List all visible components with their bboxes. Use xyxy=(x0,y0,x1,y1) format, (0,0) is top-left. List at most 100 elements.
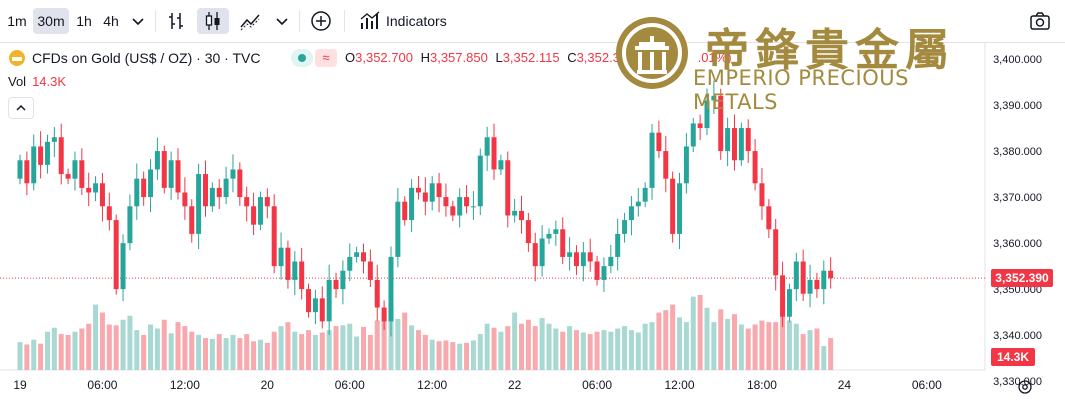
candle-body xyxy=(457,197,463,216)
candle-body xyxy=(649,132,655,188)
candle-body xyxy=(237,169,243,198)
volume-bar xyxy=(725,318,731,370)
candle-body xyxy=(690,123,696,147)
volume-bar xyxy=(470,340,476,370)
indicators-icon[interactable] xyxy=(359,9,383,33)
candle-body xyxy=(58,137,64,175)
current-volume-badge: 14.3K xyxy=(991,348,1035,366)
y-tick-label: 3,340.000 xyxy=(993,330,1042,342)
volume-bar xyxy=(202,338,208,370)
candle-body xyxy=(326,279,332,322)
candle-body xyxy=(436,183,442,198)
candle-body xyxy=(422,192,428,202)
candle-body xyxy=(821,270,827,290)
emperio-logo: 帝鋒貴金屬 EMPERIO PRECIOUS METALS xyxy=(613,14,985,114)
interval-30m-button[interactable]: 30m xyxy=(33,8,69,34)
delay-status-icon[interactable]: ≈ xyxy=(315,49,337,67)
volume-bar xyxy=(38,343,44,370)
y-tick-label: 3,380.000 xyxy=(993,146,1042,158)
candle-body xyxy=(65,174,71,179)
candle-body xyxy=(175,160,181,193)
volume-bar xyxy=(141,334,147,370)
volume-bar xyxy=(340,325,346,370)
volume-bar xyxy=(512,312,518,370)
volume-bar xyxy=(498,331,504,370)
candle-body xyxy=(319,298,325,322)
volume-bar xyxy=(567,326,573,370)
interval-1m-button[interactable]: 1m xyxy=(7,13,27,29)
volume-bar xyxy=(477,334,483,370)
candles-chart-type-button[interactable] xyxy=(197,8,229,34)
volume-bar xyxy=(663,310,669,370)
x-tick-label: 12:00 xyxy=(417,378,447,392)
candle-body xyxy=(814,279,820,290)
candle-body xyxy=(202,174,208,207)
volume-bar xyxy=(464,342,470,370)
candle-body xyxy=(182,192,188,207)
volume-bar xyxy=(367,334,373,370)
volume-bar xyxy=(58,334,64,370)
candle-body xyxy=(628,206,634,221)
volume-bar xyxy=(354,336,360,370)
low-value: 3,352.115 xyxy=(502,50,560,65)
candle-body xyxy=(828,270,834,279)
volume-bar xyxy=(388,306,394,370)
add-compare-icon[interactable] xyxy=(309,9,333,33)
volume-bar xyxy=(168,333,174,370)
area-chart-type-icon[interactable] xyxy=(239,9,263,33)
candle-body xyxy=(134,178,140,207)
volume-bar xyxy=(65,334,71,370)
volume-bar xyxy=(553,328,559,370)
volume-bar xyxy=(745,328,751,370)
volume-bar xyxy=(161,319,167,370)
interval-4h-button[interactable]: 4h xyxy=(103,13,119,29)
candle-body xyxy=(51,137,57,142)
logo-chinese-text: 帝鋒貴金屬 xyxy=(705,25,955,76)
bar-chart-type-icon[interactable] xyxy=(164,9,188,33)
candle-body xyxy=(786,289,792,317)
candle-body xyxy=(498,160,504,170)
volume-bar xyxy=(656,312,662,370)
volume-bar xyxy=(642,323,648,370)
x-tick-label: 06:00 xyxy=(335,378,365,392)
candle-body xyxy=(292,261,298,280)
y-tick-label: 3,400.000 xyxy=(993,54,1042,66)
market-status-icon[interactable] xyxy=(291,49,313,67)
candle-body xyxy=(168,160,174,188)
candle-body xyxy=(429,183,435,202)
indicators-button[interactable]: Indicators xyxy=(386,13,447,29)
x-tick-label: 06:00 xyxy=(582,378,612,392)
volume-bar xyxy=(780,312,786,370)
volume-bar xyxy=(573,330,579,370)
volume-bar xyxy=(601,330,607,370)
candle-body xyxy=(807,279,813,294)
symbol-name[interactable]: CFDs on Gold (US$ / OZ) · 30 · TVC xyxy=(32,50,261,66)
candle-body xyxy=(120,243,126,290)
candle-body xyxy=(223,178,229,198)
volume-legend: Vol 14.3K xyxy=(8,74,67,89)
collapse-legend-button[interactable] xyxy=(8,97,34,119)
candle-body xyxy=(587,252,593,262)
settings-icon[interactable] xyxy=(1016,378,1034,396)
candle-body xyxy=(347,256,353,271)
candle-body xyxy=(484,137,490,156)
volume-bar xyxy=(312,334,318,370)
volume-bar xyxy=(546,323,552,370)
chevron-down-icon[interactable] xyxy=(126,9,150,33)
candle-body xyxy=(402,201,408,221)
candle-body xyxy=(725,128,731,152)
volume-bar xyxy=(395,318,401,370)
volume-bar xyxy=(51,327,57,370)
candle-body xyxy=(683,146,689,184)
volume-bar xyxy=(134,330,140,370)
volume-bar xyxy=(718,309,724,370)
camera-icon[interactable] xyxy=(1028,9,1052,33)
chevron-down-icon[interactable] xyxy=(270,9,294,33)
candle-body xyxy=(38,146,44,165)
x-tick-label: 06:00 xyxy=(87,378,117,392)
candle-body xyxy=(93,183,99,193)
interval-1h-button[interactable]: 1h xyxy=(76,13,92,29)
x-tick-label: 19 xyxy=(13,378,27,392)
volume-bar xyxy=(491,327,497,370)
volume-bar xyxy=(587,334,593,370)
